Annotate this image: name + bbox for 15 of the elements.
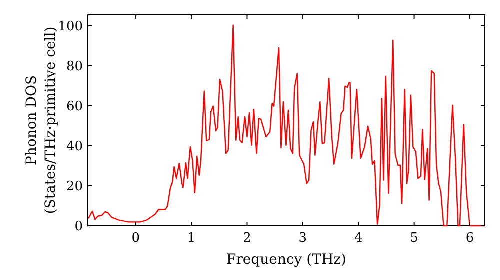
x-axis-title: Frequency (THz) bbox=[226, 252, 347, 268]
x-tick-label: 3 bbox=[298, 231, 308, 246]
x-tick-label: 0 bbox=[132, 231, 140, 246]
x-tick-label: 5 bbox=[410, 231, 418, 246]
x-tick-label: 1 bbox=[187, 231, 196, 246]
y-tick-label: 0 bbox=[74, 220, 83, 234]
y-tick-label: 40 bbox=[66, 140, 83, 154]
y-axis-title: Phonon DOS (States/THz·primitive cell) bbox=[24, 26, 59, 214]
y-tick-label: 60 bbox=[66, 100, 83, 114]
y-tick-label: 20 bbox=[66, 180, 83, 194]
y-tick-label: 80 bbox=[66, 60, 83, 74]
y-tick-label: 100 bbox=[58, 20, 83, 34]
x-tick-label: 6 bbox=[466, 231, 474, 246]
x-tick-label: 2 bbox=[243, 231, 252, 246]
x-tick-label: 4 bbox=[354, 231, 363, 246]
